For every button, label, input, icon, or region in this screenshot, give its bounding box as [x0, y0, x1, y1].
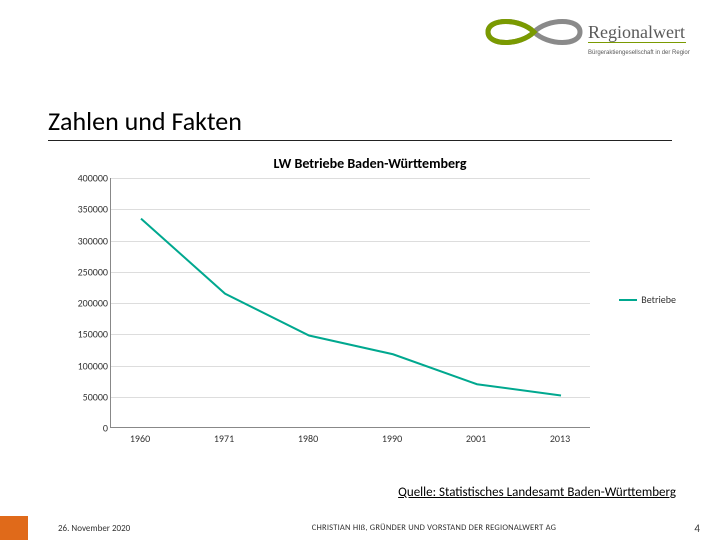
chart-y-tick-label: 350000 — [78, 203, 108, 216]
chart-x-tick-label: 2013 — [550, 432, 570, 445]
slide: Regionalwert Bürgeraktiengesellschaft in… — [0, 0, 720, 540]
chart-plot — [110, 178, 590, 428]
legend-label: Betriebe — [641, 293, 676, 306]
legend-swatch — [619, 299, 637, 301]
chart-y-tick-label: 0 — [103, 422, 108, 435]
chart-y-tick-label: 200000 — [78, 297, 108, 310]
chart-y-tick-label: 400000 — [78, 172, 108, 185]
chart-legend: Betriebe — [619, 293, 676, 306]
footer-date: 26. November 2020 — [58, 523, 208, 534]
logo: Regionalwert Bürgeraktiengesellschaft in… — [480, 8, 690, 68]
logo-tagline: Bürgeraktiengesellschaft in der Region F… — [588, 50, 690, 56]
footer-page-number: 4 — [660, 522, 700, 535]
logo-loop-green — [488, 22, 534, 43]
chart-y-tick-label: 300000 — [78, 234, 108, 247]
page-title: Zahlen und Fakten — [48, 105, 242, 137]
chart-x-tick-label: 1960 — [130, 432, 150, 445]
chart-title: LW Betriebe Baden-Württemberg — [110, 155, 630, 172]
chart: LW Betriebe Baden-Württemberg 0500001000… — [110, 155, 630, 465]
footer-accent — [0, 516, 28, 540]
chart-x-tick-label: 1980 — [298, 432, 318, 445]
chart-x-tick-label: 2001 — [466, 432, 486, 445]
chart-plot-wrap: 0500001000001500002000002500003000003500… — [110, 178, 630, 448]
logo-underline — [588, 42, 686, 43]
chart-x-tick-label: 1990 — [382, 432, 402, 445]
chart-y-tick-label: 50000 — [83, 390, 108, 403]
chart-x-tick-label: 1971 — [214, 432, 234, 445]
footer-author: CHRISTIAN HIß, GRÜNDER UND VORSTAND DER … — [208, 523, 660, 533]
chart-y-tick-label: 250000 — [78, 265, 108, 278]
chart-y-tick-label: 100000 — [78, 359, 108, 372]
footer: 26. November 2020 CHRISTIAN HIß, GRÜNDER… — [0, 516, 720, 540]
source-text: Quelle: Statistisches Landesamt Baden-Wü… — [398, 485, 676, 500]
title-underline — [48, 140, 672, 141]
chart-line-svg — [111, 178, 591, 428]
chart-y-axis-labels: 0500001000001500002000002500003000003500… — [60, 178, 108, 428]
chart-y-tick-label: 150000 — [78, 328, 108, 341]
logo-text-main: Regionalwert — [588, 22, 685, 42]
logo-svg: Regionalwert Bürgeraktiengesellschaft in… — [480, 8, 690, 68]
chart-series-line — [141, 219, 561, 396]
